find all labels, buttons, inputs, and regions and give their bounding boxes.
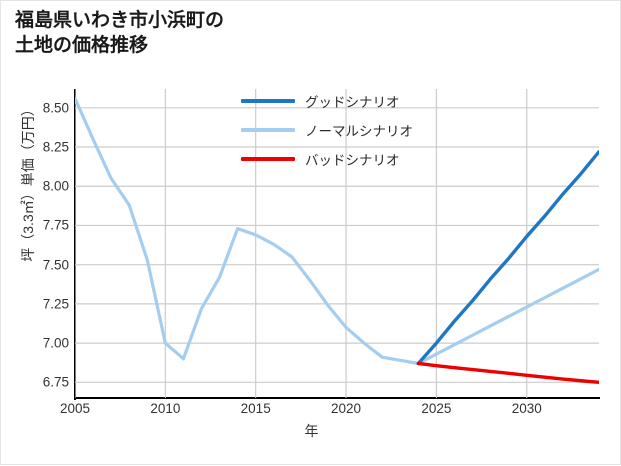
- y-tick-label: 8.25: [42, 139, 69, 155]
- legend-item-label: グッドシナリオ: [305, 95, 400, 110]
- legend-item[interactable]: ノーマルシナリオ: [241, 120, 413, 140]
- x-tick-label: 2030: [511, 401, 542, 416]
- x-tick-label: 2020: [331, 401, 362, 416]
- x-tick-label: 2010: [150, 401, 181, 416]
- legend-item-label: バッドシナリオ: [305, 153, 400, 168]
- y-tick-label: 6.75: [42, 374, 69, 390]
- chart-legend: グッドシナリオ ノーマルシナリオ バッドシナリオ: [241, 91, 413, 169]
- y-tick-label: 8.00: [42, 178, 69, 194]
- chart-title: 福島県いわき市小浜町の 土地の価格推移: [15, 10, 225, 56]
- y-axis-label: 坪（3.3㎡）単価（万円）: [20, 102, 36, 262]
- y-tick-label: 7.00: [42, 335, 69, 351]
- legend-item[interactable]: バッドシナリオ: [241, 149, 413, 169]
- x-tick-label: 2005: [59, 401, 91, 416]
- legend-color-swatch: [241, 157, 295, 161]
- y-tick-label: 7.25: [42, 296, 69, 312]
- x-axis-label: 年: [304, 423, 319, 439]
- x-axis-spine: [74, 397, 600, 399]
- legend-color-swatch: [241, 128, 295, 132]
- legend-item-label: ノーマルシナリオ: [305, 124, 413, 139]
- y-tick-label: 7.75: [42, 217, 69, 233]
- plot-area: [75, 89, 599, 398]
- legend-item[interactable]: グッドシナリオ: [241, 91, 413, 111]
- y-axis-tick-labels: 6.75 7.00 7.25 7.50 7.75 8.00 8.25 8.50: [1, 1, 69, 466]
- y-tick-label: 7.50: [42, 257, 69, 273]
- x-tick-label: 2015: [240, 401, 271, 416]
- legend-color-swatch: [241, 99, 295, 103]
- chart-lines: [75, 89, 599, 398]
- x-tick-label: 2025: [421, 401, 452, 416]
- y-tick-label: 8.50: [42, 100, 69, 116]
